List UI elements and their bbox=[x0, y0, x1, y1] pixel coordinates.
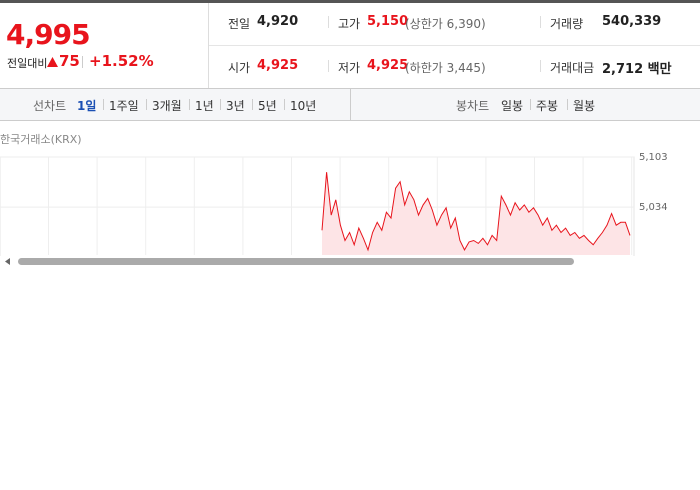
period-tab[interactable]: 1주일 bbox=[109, 99, 139, 113]
candle-tab[interactable]: 주봉 bbox=[536, 99, 559, 113]
stat-label: 거래량 bbox=[550, 17, 584, 31]
scrollbar[interactable] bbox=[0, 256, 700, 267]
stat-value: 540,339 bbox=[602, 14, 662, 29]
tab-sep bbox=[567, 99, 568, 110]
period-tab[interactable]: 1일 bbox=[77, 99, 97, 113]
series bbox=[321, 172, 631, 255]
candle-tab[interactable]: 월봉 bbox=[573, 99, 596, 113]
stat-value: 4,925 bbox=[367, 58, 409, 73]
candle-tab[interactable]: 일봉 bbox=[501, 99, 524, 113]
stat-value: 2,712 백만 bbox=[602, 62, 672, 77]
change: 75 bbox=[59, 52, 80, 70]
y-tick-label: 5,034 bbox=[639, 202, 668, 213]
stat-note: (상한가 6,390) bbox=[405, 17, 486, 31]
tab-divider bbox=[350, 89, 351, 120]
price-panel: 4,995 전일대비 75 +1.52% bbox=[0, 3, 209, 88]
tab-sep bbox=[284, 99, 285, 110]
line-chart-label: 선차트 bbox=[33, 99, 67, 113]
price-line bbox=[321, 172, 631, 252]
stat-divider bbox=[328, 16, 329, 28]
top-bar bbox=[0, 0, 700, 3]
tab-bar: 선차트 봉차트 1일 1주일 3개월 1년 3년 5년 10년 일봉 주봉 월봉 bbox=[0, 88, 700, 121]
area bbox=[322, 172, 630, 255]
scroll-left[interactable] bbox=[4, 257, 12, 266]
tab-sep bbox=[530, 99, 531, 110]
period-tab[interactable]: 3년 bbox=[226, 99, 245, 113]
stat-note: (하한가 3,445) bbox=[405, 61, 486, 75]
chart: 5,103 5,034 bbox=[0, 152, 668, 256]
stat-value: 4,920 bbox=[257, 14, 299, 29]
tab-sep bbox=[220, 99, 221, 110]
tab-sep bbox=[189, 99, 190, 110]
up-arrow bbox=[47, 57, 58, 67]
stat-value: 4,925 bbox=[257, 58, 299, 73]
change-label: 전일대비 bbox=[7, 57, 48, 70]
stat-label: 시가 bbox=[228, 61, 251, 75]
source: 한국거래소(KRX) bbox=[0, 133, 82, 146]
period-tab[interactable]: 3개월 bbox=[152, 99, 182, 113]
row-divider bbox=[209, 45, 700, 46]
period-tab[interactable]: 10년 bbox=[290, 99, 317, 113]
stat-label: 전일 bbox=[228, 17, 251, 31]
period-tab[interactable]: 1년 bbox=[195, 99, 214, 113]
y-tick-label: 5,103 bbox=[639, 152, 668, 163]
stat-label: 고가 bbox=[338, 17, 361, 31]
price: 4,995 bbox=[6, 18, 91, 51]
candle-chart-label: 봉차트 bbox=[456, 99, 490, 113]
stat-divider bbox=[540, 60, 541, 72]
tab-sep bbox=[103, 99, 104, 110]
stat-label: 거래대금 bbox=[550, 61, 595, 75]
stat-divider bbox=[540, 16, 541, 28]
change-rate: +1.52% bbox=[89, 52, 154, 70]
stat-value: 5,150 bbox=[367, 14, 409, 29]
period-tab[interactable]: 5년 bbox=[258, 99, 277, 113]
tab-sep bbox=[252, 99, 253, 110]
stat-label: 저가 bbox=[338, 61, 361, 75]
tab-sep bbox=[146, 99, 147, 110]
stat-divider bbox=[328, 60, 329, 72]
scroll-thumb[interactable] bbox=[18, 258, 574, 265]
